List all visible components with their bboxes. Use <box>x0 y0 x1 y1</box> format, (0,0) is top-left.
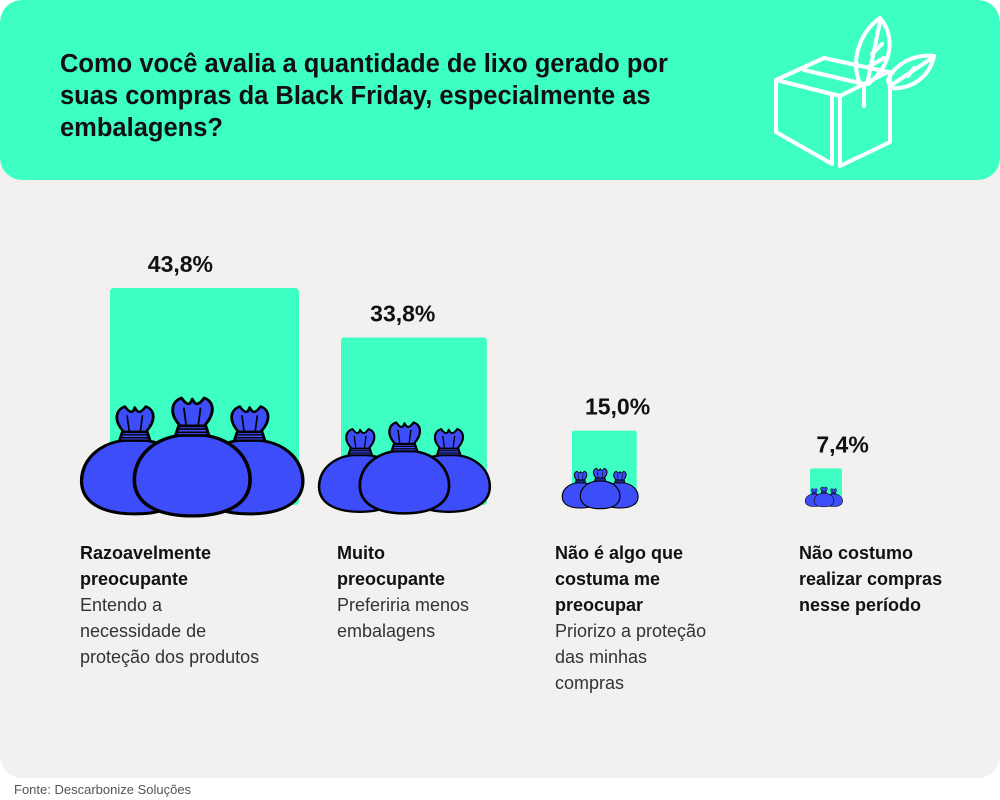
bar-group-1: 43,8% <box>79 251 305 518</box>
bar-group-3: 15,0% <box>561 394 650 510</box>
category-block-3: Não é algo que costuma me preocupar Prio… <box>555 540 730 696</box>
bar-group-2: 33,8% <box>317 301 492 515</box>
value-label-3: 15,0% <box>585 394 650 420</box>
value-label-4: 7,4% <box>816 431 868 457</box>
category-title: Não costumo realizar compras nesse perío… <box>799 543 943 615</box>
bar-group-4: 7,4% <box>804 431 869 508</box>
category-description: Priorizo a proteção das minhas compras <box>555 621 707 693</box>
category-title: Não é algo que costuma me preocupar <box>555 543 684 615</box>
chart-title: Como você avalia a quantidade de lixo ge… <box>60 50 668 142</box>
category-title: Razoavelmente preocupante <box>80 543 212 589</box>
category-block-1: Razoavelmente preocupante Entendo a nece… <box>80 540 260 670</box>
trash-bags-icon <box>317 421 492 515</box>
category-description: Preferiria menos embalagens <box>337 595 470 641</box>
category-block-2: Muito preocupante Preferiria menos embal… <box>337 540 517 644</box>
box-with-leaves-icon <box>774 16 936 168</box>
bar-chart: 43,8% 33,8% 15,0% 7,4% <box>79 251 869 518</box>
category-block-4: Não costumo realizar compras nesse perío… <box>799 540 969 618</box>
infographic-card: Como você avalia a quantidade de lixo ge… <box>0 0 1000 778</box>
value-label-2: 33,8% <box>370 301 435 327</box>
category-description: Entendo a necessidade de proteção dos pr… <box>80 595 260 667</box>
value-label-1: 43,8% <box>148 251 213 277</box>
trash-bags-icon <box>79 396 305 518</box>
source-note: Fonte: Descarbonize Soluções <box>14 782 192 797</box>
header-banner: Como você avalia a quantidade de lixo ge… <box>0 0 1000 180</box>
category-title: Muito preocupante <box>337 543 446 589</box>
trash-bags-icon <box>561 467 639 510</box>
trash-bags-icon <box>804 486 843 508</box>
